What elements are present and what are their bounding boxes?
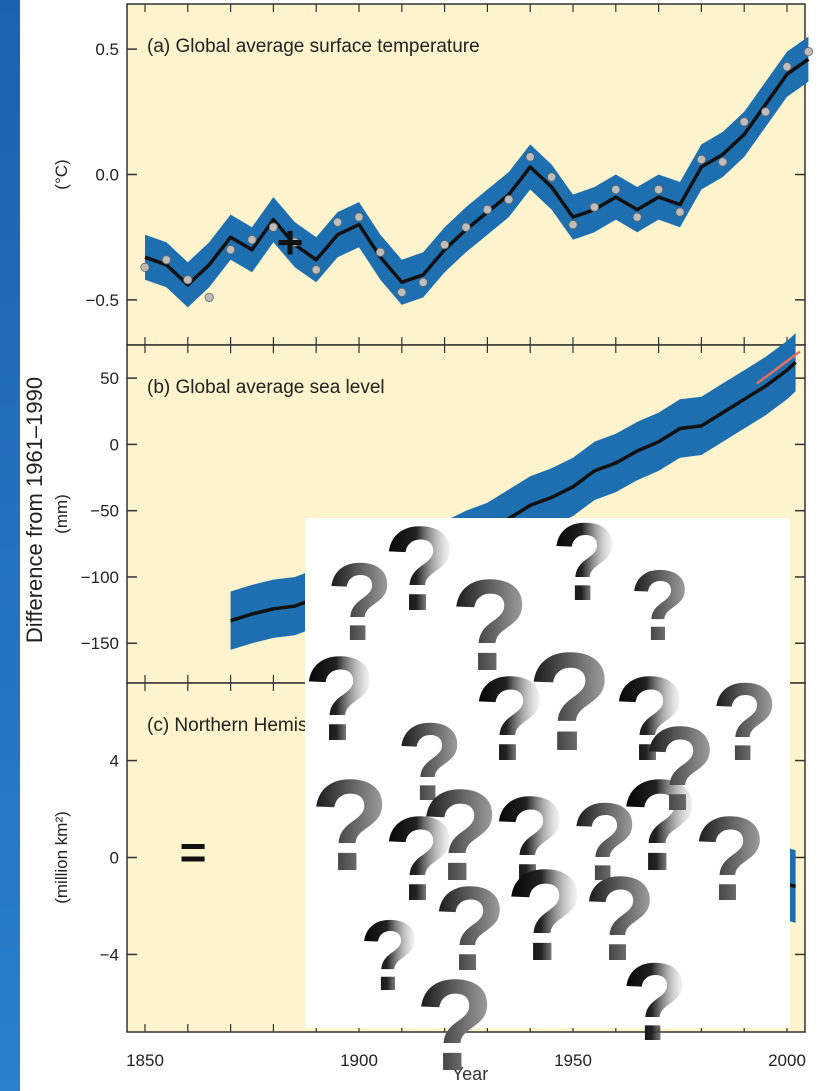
question-mark-glyph: ? (505, 842, 584, 988)
x-tick-label: 1900 (340, 1051, 378, 1070)
question-mark-glyph: ? (326, 541, 393, 664)
y-tick-label: −4 (100, 945, 119, 964)
question-mark-glyph: ? (493, 772, 566, 906)
data-point (696, 154, 707, 165)
question-mark-glyph: ? (359, 900, 420, 1012)
data-point (418, 277, 428, 287)
question-mark-glyph: ? (620, 752, 699, 898)
shared-ylabel: Difference from 1961–1990 (22, 377, 47, 643)
smoothed-series-line (144, 57, 810, 287)
data-point (739, 117, 749, 127)
data-point (611, 184, 621, 195)
data-point (653, 184, 664, 195)
equals-mark: = (180, 826, 207, 878)
data-point (782, 62, 792, 72)
data-point (204, 292, 214, 302)
question-mark-glyph: ? (693, 792, 766, 926)
data-point (760, 107, 771, 117)
question-mark-glyph: ? (383, 792, 456, 926)
data-point (397, 287, 407, 297)
data-point (675, 207, 685, 217)
x-tick-label: 1950 (554, 1051, 592, 1070)
panel-ylabel: (°C) (52, 159, 71, 189)
data-point (589, 202, 600, 212)
data-point (268, 222, 278, 232)
panel-label: (a) Global average surface temperature (147, 36, 480, 57)
data-point (290, 237, 300, 247)
x-tick-label: 2000 (768, 1051, 806, 1070)
plus-mark: + (277, 216, 304, 268)
data-point (354, 212, 364, 222)
data-point (504, 194, 514, 205)
data-point (525, 152, 535, 162)
panel-ylabel: (mm) (52, 494, 71, 534)
question-mark-glyph: ? (551, 501, 618, 624)
data-point (803, 47, 814, 57)
data-point (461, 222, 471, 232)
y-tick-label: 50 (100, 369, 119, 388)
data-point (568, 220, 578, 230)
y-tick-label: −0.5 (85, 291, 119, 310)
y-tick-label: 0.0 (95, 166, 119, 185)
question-mark-glyph: ? (711, 661, 778, 784)
question-mark-glyph: ? (310, 752, 389, 898)
panel-0: 0.5 0.0 −0.5 (a) Global average surface tem… (52, 3, 814, 346)
y-tick-label: 0 (110, 435, 119, 454)
data-point (183, 275, 193, 285)
question-mark-glyph: ? (420, 762, 499, 908)
data-point (718, 157, 728, 167)
data-point (546, 172, 557, 182)
question-mark-glyph: ? (396, 701, 463, 824)
y-tick-label: −100 (81, 568, 119, 587)
question-mark-overlay: ????????????????????????? (303, 501, 778, 1091)
question-mark-glyph: ? (527, 623, 613, 780)
projection-line (756, 350, 801, 385)
y-tick-label: 0.5 (95, 40, 119, 59)
question-mark-glyph: ? (433, 862, 506, 996)
question-mark-glyph: ? (629, 550, 690, 662)
question-mark-glyph: ? (450, 552, 529, 698)
data-point (311, 265, 321, 275)
y-tick-label: −150 (81, 634, 119, 653)
question-mark-glyph: ? (303, 632, 376, 766)
data-point (226, 245, 236, 255)
panel-label: (b) Global average sea level (147, 377, 385, 398)
y-tick-label: 0 (110, 849, 119, 868)
y-tick-label: 4 (110, 752, 119, 771)
data-point (332, 217, 343, 227)
data-point (140, 262, 150, 272)
uncertainty-band (145, 36, 809, 308)
y-tick-label: −50 (90, 502, 119, 521)
question-mark-glyph: ? (613, 652, 686, 786)
data-point (375, 247, 385, 257)
question-mark-glyph: ? (583, 852, 656, 986)
data-point (161, 255, 171, 265)
data-point (247, 235, 257, 245)
x-axis-label: Year (452, 1064, 488, 1084)
question-mark-glyph: ? (415, 952, 494, 1091)
data-point (632, 212, 642, 222)
question-mark-glyph: ? (643, 702, 716, 836)
question-mark-glyph: ? (621, 941, 688, 1064)
question-mark-glyph: ? (473, 652, 546, 786)
question-mark-glyph: ? (571, 781, 638, 904)
question-mark-glyph: ? (383, 502, 456, 636)
panel-ylabel: (million km²) (52, 811, 71, 904)
x-tick-label: 1850 (126, 1051, 164, 1070)
overlay-block (305, 518, 790, 1028)
data-point (439, 240, 450, 250)
data-point (482, 205, 492, 215)
